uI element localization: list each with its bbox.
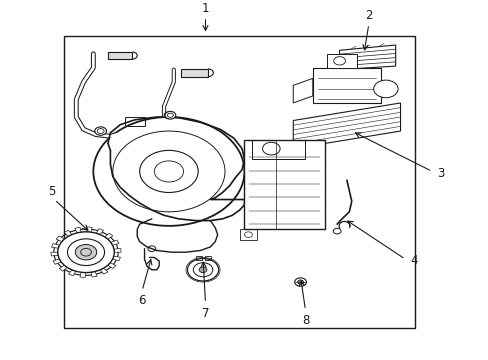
Polygon shape (51, 252, 58, 256)
Bar (64, 36, 414, 328)
Circle shape (93, 117, 244, 226)
Polygon shape (53, 259, 61, 264)
Circle shape (140, 150, 198, 193)
Polygon shape (56, 236, 64, 242)
Text: 3: 3 (436, 167, 444, 180)
Circle shape (113, 131, 224, 212)
Circle shape (54, 229, 118, 275)
Bar (205, 256, 211, 260)
Polygon shape (293, 103, 400, 149)
Polygon shape (107, 263, 116, 269)
Bar (239, 229, 256, 240)
Polygon shape (68, 270, 76, 276)
Bar (195, 256, 201, 260)
Text: 6: 6 (138, 294, 145, 307)
Bar (108, 52, 132, 59)
Circle shape (187, 258, 218, 281)
Bar (312, 68, 380, 103)
Polygon shape (104, 233, 113, 239)
Polygon shape (112, 256, 120, 261)
Polygon shape (96, 229, 103, 235)
Polygon shape (52, 244, 60, 248)
Circle shape (297, 280, 303, 284)
Polygon shape (111, 240, 119, 245)
Bar (327, 54, 356, 68)
Circle shape (154, 161, 183, 182)
Text: 5: 5 (48, 185, 56, 198)
Polygon shape (100, 268, 108, 274)
Circle shape (163, 112, 173, 119)
Polygon shape (80, 272, 85, 278)
Circle shape (193, 263, 212, 277)
Polygon shape (59, 265, 67, 271)
Bar (125, 117, 144, 126)
Text: 7: 7 (202, 307, 209, 320)
Circle shape (95, 127, 106, 135)
Text: 1: 1 (202, 2, 209, 15)
Polygon shape (64, 230, 72, 236)
Bar (251, 140, 305, 159)
Circle shape (164, 111, 175, 119)
Polygon shape (91, 271, 97, 277)
Bar (181, 69, 207, 77)
Text: 2: 2 (365, 9, 372, 22)
Polygon shape (293, 78, 312, 103)
Polygon shape (339, 45, 395, 69)
Text: 4: 4 (409, 255, 417, 267)
Bar (244, 140, 325, 229)
Circle shape (199, 267, 206, 273)
Circle shape (75, 244, 97, 260)
Text: 8: 8 (301, 314, 308, 327)
Circle shape (373, 80, 397, 98)
Polygon shape (114, 248, 121, 252)
Circle shape (58, 232, 114, 273)
Circle shape (294, 278, 306, 286)
Polygon shape (75, 227, 81, 233)
Polygon shape (86, 227, 92, 232)
